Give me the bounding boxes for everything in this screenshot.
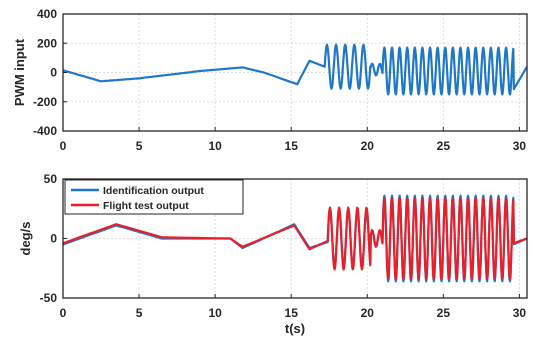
x-tick-label: 15: [285, 306, 299, 320]
x-tick-label: 5: [136, 139, 143, 153]
x-tick-label: 0: [60, 139, 67, 153]
y-axis-title: PWM input: [12, 38, 27, 106]
legend: Identification output Flight test output: [64, 179, 244, 215]
x-tick-label: 20: [361, 306, 375, 320]
x-tick-label: 25: [437, 306, 451, 320]
chart-panel-2: 0 5 10 15 20 25 30500-50deg/st(s)Identificatio…: [18, 172, 528, 336]
x-tick-label: 15: [285, 139, 299, 153]
plot-area: [63, 43, 527, 96]
y-axis-title: deg/s: [18, 222, 33, 256]
x-axis-title: t(s): [285, 321, 305, 336]
x-tick-label: 25: [437, 139, 451, 153]
y-tick-label: 0: [50, 232, 57, 246]
x-tick-label: 5: [136, 306, 143, 320]
legend-box: [64, 179, 244, 215]
y-tick-label: -400: [33, 124, 57, 138]
y-tick-label: -50: [40, 291, 58, 305]
legend-entry-label: Identification output: [103, 185, 204, 197]
x-tick-label: 20: [361, 139, 375, 153]
y-tick-label: 400: [37, 7, 57, 21]
y-tick-label: 50: [44, 172, 58, 186]
plot-area: [63, 194, 527, 283]
x-tick-label: 10: [208, 139, 222, 153]
series-line-flight-test-output: [63, 196, 527, 281]
y-tick-label: 200: [37, 36, 57, 50]
x-tick-label: 0: [60, 306, 67, 320]
x-tick-label: 30: [513, 306, 527, 320]
y-tick-label: -200: [33, 95, 57, 109]
x-tick-label: 30: [513, 139, 527, 153]
legend-entry-label: Flight test output: [103, 200, 189, 212]
chart-panel-1: 0 5 10 15 20 25 30 400 200 0 -200 -400 PWM input: [12, 7, 528, 153]
y-tick-label: 0: [50, 66, 57, 80]
series-line-1: [63, 43, 527, 96]
x-tick-label: 10: [208, 306, 222, 320]
